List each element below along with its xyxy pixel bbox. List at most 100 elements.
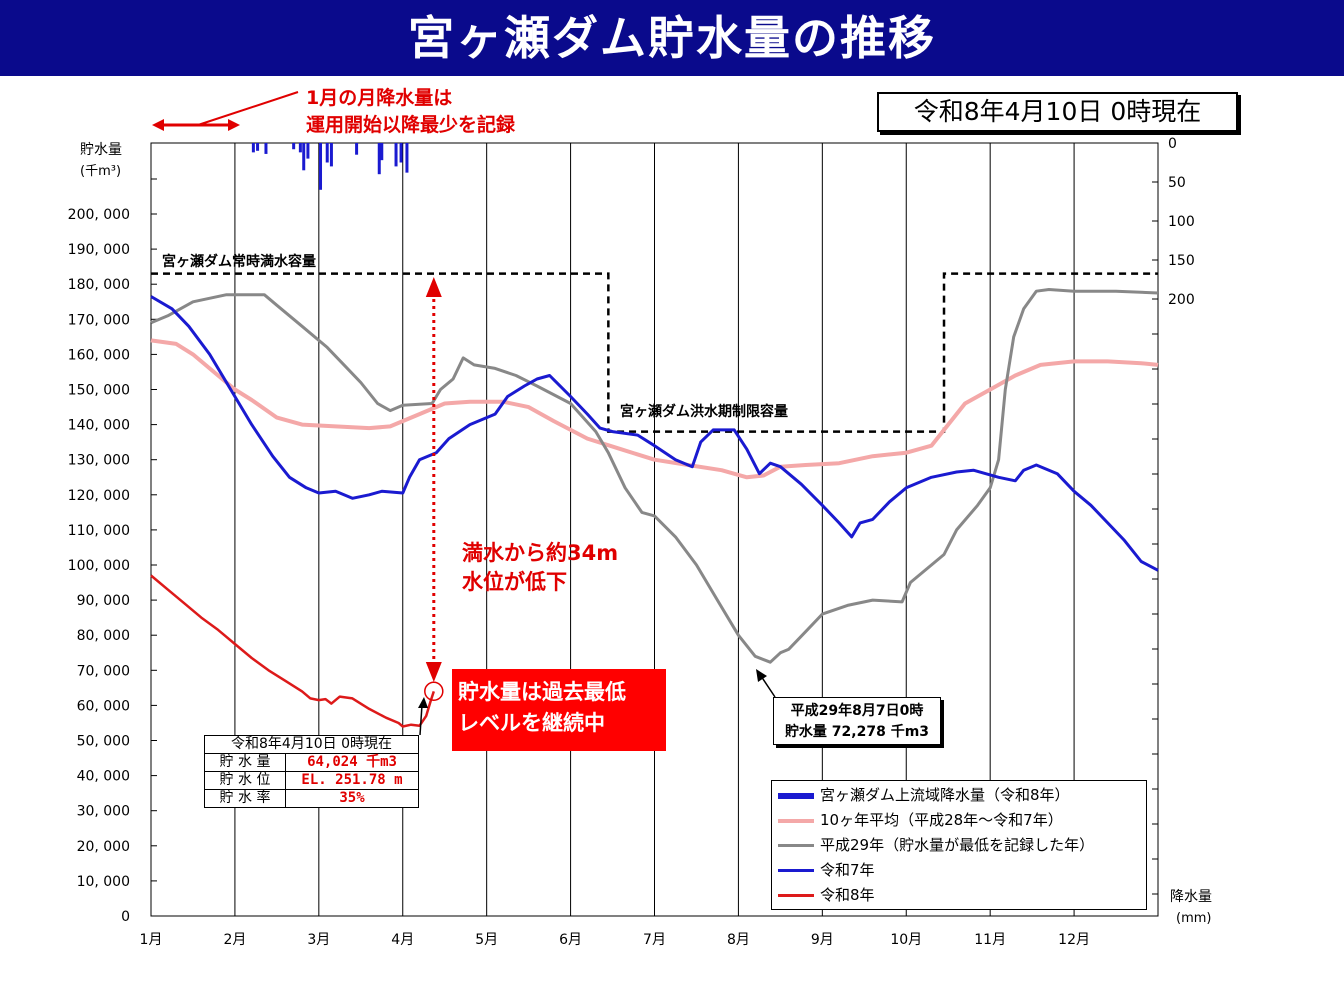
current-point-marker <box>424 681 444 702</box>
current-status-table: 令和8年4月10日 0時現在 貯 水 量 64,024 千m3 貯 水 位 EL… <box>204 735 419 808</box>
x-tick-label: 9月 <box>811 932 834 948</box>
y2-tick-label: 150 <box>1168 253 1195 269</box>
x-tick-label: 6月 <box>559 932 582 948</box>
y-tick-label: 170, 000 <box>68 312 130 328</box>
x-tick-label: 2月 <box>223 932 246 948</box>
legend-item-rain: 宮ヶ瀬ダム上流域降水量（令和8年） <box>778 783 1070 807</box>
rain-bar <box>325 143 329 163</box>
y2-tick-label: 0 <box>1168 136 1177 152</box>
series-line-r7 <box>150 295 1159 572</box>
table-header: 令和8年4月10日 0時現在 <box>204 735 419 754</box>
y-tick-label: 30, 000 <box>77 804 130 820</box>
legend-label: 令和8年 <box>820 886 875 904</box>
x-tick-label: 8月 <box>727 932 750 948</box>
rain-bar <box>355 143 359 155</box>
min-pointer-line <box>760 675 776 698</box>
rain-bar <box>380 143 384 161</box>
table-value: EL. 251.78 m <box>285 771 419 790</box>
h29-minimum-callout: 平成29年8月7日0時 貯水量 72,278 千m3 <box>773 697 941 745</box>
legend-item-avg: 10ヶ年平均（平成28年～令和7年） <box>778 808 1063 832</box>
y2-tick-label: 200 <box>1168 292 1195 308</box>
x-tick-label: 7月 <box>643 932 666 948</box>
legend-label: 令和7年 <box>820 861 875 879</box>
y2-axis-unit: (mm) <box>1176 911 1211 926</box>
min-pointer-head <box>756 669 767 682</box>
rain-bar <box>399 143 403 163</box>
capacity-line <box>151 272 1158 433</box>
drop-arrow-head-down <box>425 662 442 682</box>
record-note-line2: レベルを継続中 <box>458 711 605 735</box>
table-label: 貯 水 率 <box>204 789 286 808</box>
x-tick-label: 1月 <box>140 932 163 948</box>
january-arrow-head-right <box>228 119 240 131</box>
x-tick-label: 10月 <box>890 932 922 948</box>
rain-bar <box>256 143 260 151</box>
drop-note-line1: 満水から約34m <box>462 541 618 565</box>
full-capacity-label: 宮ヶ瀬ダム常時満水容量 <box>162 253 316 270</box>
y-tick-label: 100, 000 <box>68 558 130 574</box>
legend-swatch <box>778 869 814 872</box>
y2-tick-label: 100 <box>1168 214 1195 230</box>
y-tick-label: 80, 000 <box>77 628 130 644</box>
y-tick-label: 40, 000 <box>77 769 130 785</box>
y-tick-label: 50, 000 <box>77 734 130 750</box>
x-tick-label: 12月 <box>1058 932 1090 948</box>
min-note-line2: 貯水量 72,278 千m3 <box>784 724 930 740</box>
january-arrow-head-left <box>152 119 164 131</box>
series-line-10yr-average <box>150 338 1159 480</box>
y-tick-label: 140, 000 <box>68 418 130 434</box>
january-note-line2: 運用開始以降最少を記録 <box>306 113 516 136</box>
chart-legend: 宮ヶ瀬ダム上流域降水量（令和8年） 10ヶ年平均（平成28年～令和7年） 平成2… <box>771 780 1147 910</box>
legend-item-h29: 平成29年（貯水量が最低を記録した年） <box>778 833 1094 857</box>
y-axis-unit: (千m³) <box>80 164 121 179</box>
legend-swatch <box>778 844 814 847</box>
legend-item-r8: 令和8年 <box>778 883 875 907</box>
rain-bar <box>251 143 255 153</box>
x-tick-label: 5月 <box>475 932 498 948</box>
legend-label: 宮ヶ瀬ダム上流域降水量（令和8年） <box>820 786 1070 804</box>
table-label: 貯 水 位 <box>204 771 286 790</box>
table-value: 64,024 千m3 <box>285 753 419 772</box>
table-row: 貯 水 位 EL. 251.78 m <box>204 771 419 790</box>
page-title: 宮ヶ瀬ダム貯水量の推移 <box>0 0 1344 76</box>
y-tick-label: 160, 000 <box>68 347 130 363</box>
table-row: 貯 水 量 64,024 千m3 <box>204 753 419 772</box>
table-label: 貯 水 量 <box>204 753 286 772</box>
legend-label: 10ヶ年平均（平成28年～令和7年） <box>820 811 1063 829</box>
x-tick-label: 4月 <box>391 932 414 948</box>
rain-bar <box>405 143 409 173</box>
y-tick-label: 70, 000 <box>77 663 130 679</box>
current-time-box: 令和8年4月10日 0時現在 <box>877 92 1238 132</box>
rain-bar <box>298 143 302 153</box>
legend-item-r7: 令和7年 <box>778 858 875 882</box>
legend-swatch <box>778 894 814 897</box>
rain-bar <box>329 143 333 167</box>
y-tick-label: 190, 000 <box>68 242 130 258</box>
rain-bar <box>377 143 381 175</box>
rain-bar <box>264 143 268 154</box>
x-tick-label: 3月 <box>307 932 330 948</box>
y-tick-label: 20, 000 <box>77 839 130 855</box>
flood-limit-label: 宮ヶ瀬ダム洪水期制限容量 <box>620 403 788 420</box>
y-tick-label: 150, 000 <box>68 383 130 399</box>
y-axis-title: 貯水量 <box>80 142 122 158</box>
series-line-h29 <box>150 288 1159 664</box>
y-tick-label: 90, 000 <box>77 593 130 609</box>
legend-swatch <box>778 792 814 799</box>
y-tick-label: 180, 000 <box>68 277 130 293</box>
rain-bar <box>302 143 306 171</box>
series-line-r8 <box>150 574 435 728</box>
table-value: 35% <box>285 789 419 808</box>
y2-tick-label: 50 <box>1168 175 1186 191</box>
y-tick-label: 120, 000 <box>68 488 130 504</box>
legend-label: 平成29年（貯水量が最低を記録した年） <box>820 836 1095 854</box>
rain-bar <box>394 143 398 167</box>
y-tick-label: 0 <box>121 909 130 925</box>
rain-bar <box>306 143 310 159</box>
drop-note-line2: 水位が低下 <box>462 570 567 594</box>
y2-axis-title: 降水量 <box>1170 889 1212 905</box>
y-tick-label: 200, 000 <box>68 207 130 223</box>
y-tick-label: 110, 000 <box>68 523 130 539</box>
y-tick-label: 130, 000 <box>68 453 130 469</box>
